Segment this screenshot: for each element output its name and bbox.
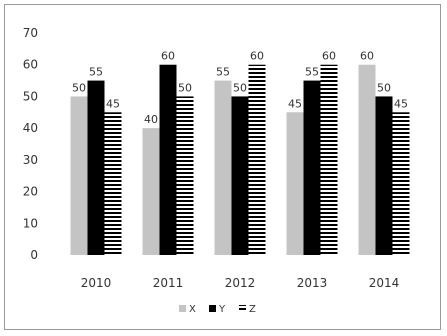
bar-x-2010	[70, 96, 88, 255]
data-label-y-2010: 55	[89, 66, 103, 79]
bar-y-2010	[87, 80, 105, 255]
y-tick-label-0: 0	[30, 248, 38, 262]
data-label-y-2014: 50	[377, 81, 391, 94]
y-tick-label-60: 60	[23, 58, 38, 72]
bar-y-2014	[375, 96, 393, 255]
x-axis: 2010 2011 2012 2013 2014	[81, 276, 400, 290]
x-tick-label-2010: 2010	[81, 276, 112, 290]
bar-y-2012	[231, 96, 249, 255]
legend-label-y: Y	[218, 304, 226, 315]
data-label-z-2013: 60	[322, 50, 336, 63]
y-tick-label-20: 20	[23, 185, 38, 199]
bar-x-2014	[358, 64, 376, 255]
x-tick-label-2011: 2011	[153, 276, 184, 290]
bar-z-2014	[392, 112, 410, 256]
data-label-y-2011: 60	[161, 50, 175, 63]
data-label-y-2012: 50	[233, 81, 247, 94]
legend-label-z: Z	[249, 304, 256, 315]
y-tick-label-50: 50	[23, 89, 38, 103]
legend-label-x: X	[189, 304, 196, 315]
legend-swatch-x	[179, 305, 186, 312]
bar-y-2011	[159, 64, 177, 255]
y-tick-label-30: 30	[23, 153, 38, 167]
y-tick-label-40: 40	[23, 121, 38, 135]
data-label-x-2012: 55	[216, 66, 230, 79]
data-label-z-2012: 60	[250, 50, 264, 63]
data-label-x-2014: 60	[360, 50, 374, 63]
bar-z-2013	[320, 64, 338, 255]
data-label-x-2013: 45	[288, 97, 302, 110]
bar-x-2011	[142, 128, 160, 255]
data-label-z-2011: 50	[178, 81, 192, 94]
legend-swatch-y	[209, 305, 216, 312]
x-tick-label-2013: 2013	[297, 276, 328, 290]
data-label-x-2010: 50	[72, 81, 86, 94]
legend: X Y Z	[179, 304, 256, 315]
bar-x-2012	[214, 80, 232, 255]
bar-y-2013	[303, 80, 321, 255]
bars	[70, 64, 410, 256]
x-tick-label-2012: 2012	[225, 276, 256, 290]
legend-swatch-z	[239, 305, 246, 312]
bar-x-2013	[286, 112, 304, 256]
bar-z-2012	[248, 64, 266, 255]
y-tick-label-70: 70	[23, 26, 38, 40]
bar-z-2011	[176, 96, 194, 255]
data-label-z-2010: 45	[106, 97, 120, 110]
y-axis: 0 10 20 30 40 50 60 70	[23, 26, 38, 262]
y-tick-label-10: 10	[23, 216, 38, 230]
data-label-z-2014: 45	[394, 97, 408, 110]
data-label-y-2013: 55	[305, 66, 319, 79]
data-label-x-2011: 40	[144, 113, 158, 126]
x-tick-label-2014: 2014	[369, 276, 400, 290]
bar-z-2010	[104, 112, 122, 256]
